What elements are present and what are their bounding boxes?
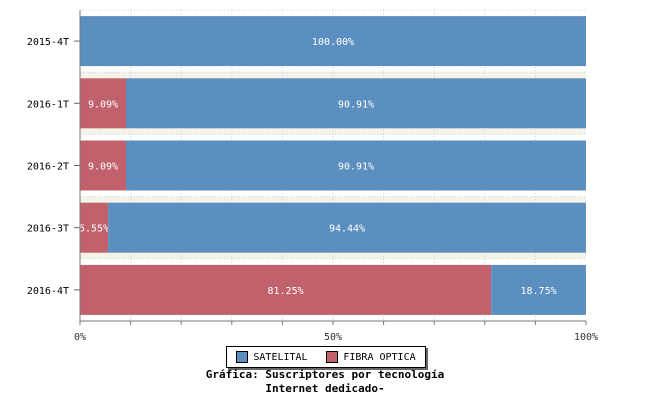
bar-fibra-optica [80,78,126,129]
data-label-fibra-optica: 81.25% [268,286,304,297]
chart-caption-line2: Internet dedicado- [265,382,385,395]
category-label: 2016-3T [27,224,69,235]
data-label-satelital: 18.75% [521,286,557,297]
data-label-satelital: 90.91% [338,162,374,173]
legend-item-fibra-optica: FIBRA OPTICA [326,351,416,363]
category-label: 2016-1T [27,99,69,110]
bar-satelital [491,264,586,315]
data-label-fibra-optica: 9.09% [88,99,118,110]
chart-legend: SATELITAL FIBRA OPTICA [226,346,426,368]
bar-satelital [125,140,587,191]
bar-satelital [125,78,587,129]
bar-fibra-optica [80,202,109,253]
legend-label-satelital: SATELITAL [253,351,308,363]
bar-fibra-optica [80,140,126,191]
category-label: 2016-2T [27,162,69,173]
legend-swatch-fibra-optica [326,351,339,363]
data-label-satelital: 90.91% [338,99,374,110]
bar-satelital [108,202,586,253]
bar-satelital [80,16,586,67]
x-tick-label: 100% [574,332,598,343]
data-label-satelital: 100.00% [312,37,354,48]
data-label-fibra-optica: 9.09% [88,162,118,173]
chart-caption-line1: Gráfica: Suscriptores por tecnología [205,368,445,381]
data-label-satelital: 94.44% [329,224,365,235]
x-tick-label: 50% [324,332,342,343]
bar-fibra-optica [80,264,492,315]
data-label-fibra-optica: 5.55% [79,224,109,235]
legend-label-fibra-optica: FIBRA OPTICA [343,351,416,363]
legend-item-satelital: SATELITAL [236,351,308,363]
x-tick-label: 0% [74,332,86,343]
legend-swatch-satelital [236,351,249,363]
category-label: 2016-4T [27,286,69,297]
category-label: 2015-4T [27,37,69,48]
